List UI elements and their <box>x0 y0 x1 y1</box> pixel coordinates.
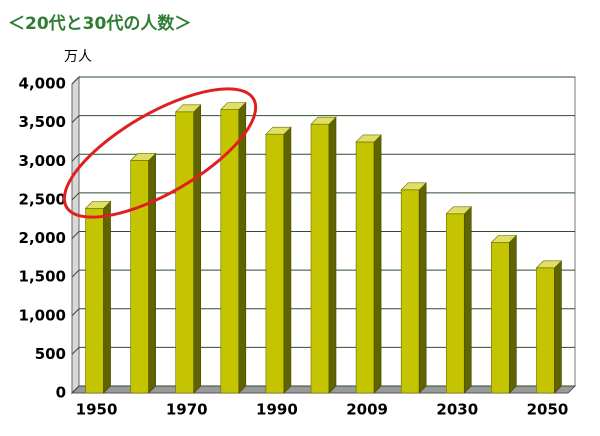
bar-front <box>400 189 420 394</box>
grid-line-side <box>71 347 80 355</box>
x-tick-label: 1970 <box>166 401 208 419</box>
y-tick-label: 1,000 <box>19 306 66 324</box>
bar-front <box>310 123 330 394</box>
bar-top <box>400 182 427 191</box>
bar-top <box>445 206 472 215</box>
bar-side <box>328 116 337 394</box>
grid-line-side <box>71 115 80 123</box>
x-tick-label: 1990 <box>256 401 298 419</box>
y-tick-label: 3,000 <box>19 152 66 170</box>
bar-front <box>85 208 104 394</box>
y-tick-label: 500 <box>35 345 66 363</box>
grid-line-side <box>71 153 80 162</box>
grid-line-side <box>71 308 80 317</box>
bar <box>535 260 563 394</box>
bar-side <box>418 182 427 394</box>
bar-front <box>355 141 375 394</box>
bar-top <box>84 201 112 209</box>
bar-side <box>463 206 472 394</box>
bar-side <box>193 104 202 394</box>
bar-top <box>175 104 202 113</box>
bar <box>175 104 202 394</box>
y-tick-label: 3,500 <box>19 113 66 131</box>
bar <box>84 200 112 394</box>
y-axis-unit: 万人 <box>64 49 92 65</box>
bar-top <box>129 153 157 161</box>
bar-top <box>265 126 292 135</box>
x-tick-label: 2050 <box>527 401 569 419</box>
bar-front <box>491 242 510 394</box>
bar-top <box>535 260 563 269</box>
bar <box>220 101 247 394</box>
grid-line-side <box>71 269 80 278</box>
y-tick-label: 1,500 <box>19 268 66 286</box>
bar-top <box>220 102 247 110</box>
bar-side <box>283 126 292 394</box>
bar <box>265 126 292 394</box>
y-tick-label: 4,000 <box>19 75 66 93</box>
grid-line-side <box>71 385 80 394</box>
bar <box>445 206 472 394</box>
bar-front <box>536 267 555 394</box>
bar <box>310 116 337 394</box>
bar-front <box>265 133 285 394</box>
x-tick-label: 2030 <box>436 401 478 419</box>
bar <box>490 234 518 394</box>
bar-front <box>130 160 149 394</box>
chart-title: ＜20代と30代の人数＞ <box>8 13 191 34</box>
x-tick-label: 2009 <box>346 401 388 419</box>
grid-line-side <box>71 76 80 85</box>
bar-side <box>238 101 247 394</box>
bar-side <box>103 200 111 394</box>
bar <box>129 152 157 394</box>
bar-side <box>148 152 156 394</box>
bar-side <box>509 234 517 394</box>
bar-top <box>490 235 518 243</box>
bar-side <box>373 134 382 394</box>
bar-top <box>310 116 337 125</box>
y-tick-label: 0 <box>56 384 66 402</box>
highlight-ellipse <box>62 87 258 219</box>
bar-side <box>554 260 562 394</box>
grid-line-side <box>71 192 80 201</box>
y-tick-label: 2,500 <box>19 190 66 208</box>
x-tick-label: 1950 <box>76 401 118 419</box>
grid-line-side <box>71 231 80 239</box>
bar-front <box>175 111 195 394</box>
y-tick-label: 2,000 <box>19 229 66 247</box>
bar <box>355 134 382 394</box>
bar-front <box>445 213 465 394</box>
bar <box>400 182 427 394</box>
bar-top <box>355 134 382 143</box>
